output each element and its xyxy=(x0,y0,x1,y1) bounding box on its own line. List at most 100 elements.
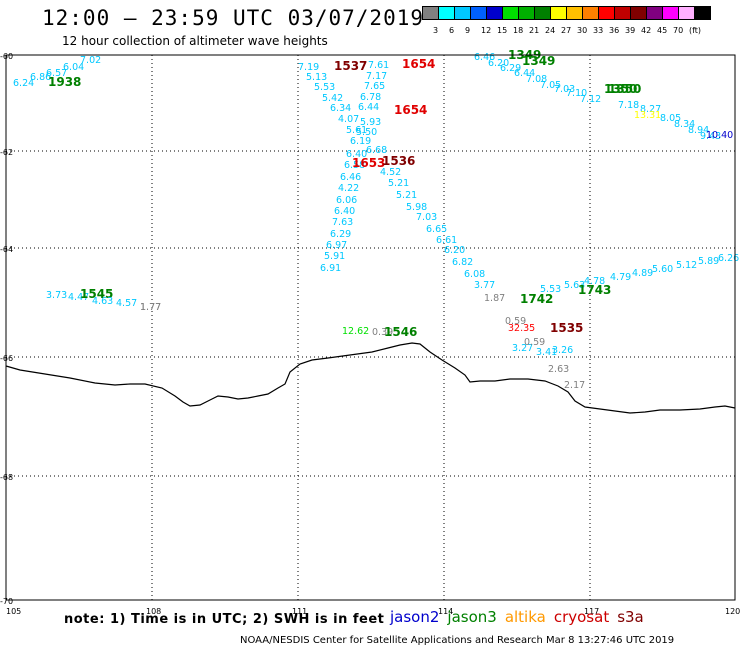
longitude-label: 117 xyxy=(584,607,599,616)
wave-height-value: 7.03 xyxy=(416,212,437,223)
satellite-jason3: jason3 xyxy=(447,608,497,626)
wave-height-value: 6.65 xyxy=(426,224,447,235)
wave-height-value: 3.77 xyxy=(474,280,495,291)
wave-height-value: 6.06 xyxy=(336,195,357,206)
satellite-altika: altika xyxy=(504,608,546,626)
wave-height-value: 7.61 xyxy=(368,60,389,71)
legend-label: 3 xyxy=(433,26,439,35)
time-stamp-label: 1938 xyxy=(48,75,81,89)
legend-swatches xyxy=(422,5,711,24)
wave-height-value: 9.43 xyxy=(700,131,721,142)
antarctic-coastline xyxy=(5,342,736,414)
wave-height-value: 7.05 xyxy=(540,80,561,91)
wave-height-value: 7.19 xyxy=(298,62,319,73)
latitude-label: -60 xyxy=(0,52,13,61)
wave-height-value: 5.53 xyxy=(540,284,561,295)
wave-height-value: 6.20 xyxy=(444,245,465,256)
footnote-note: note: 1) Time is in UTC; 2) SWH is in fe… xyxy=(64,612,385,627)
wave-height-value: 6.46 xyxy=(340,172,361,183)
wave-height-value: 4.52 xyxy=(380,167,401,178)
wave-height-value: 6.46 xyxy=(474,52,495,63)
wave-height-value: 6.20 xyxy=(488,58,509,69)
legend-swatch-17 xyxy=(694,6,711,20)
legend-label: (ft) xyxy=(689,26,702,35)
wave-height-value: 4.07 xyxy=(338,114,359,125)
wave-height-value: 6.44 xyxy=(514,68,535,79)
wave-height-value: 5.12 xyxy=(676,260,697,271)
wave-height-value: 6.44 xyxy=(358,102,379,113)
wave-height-value: 6.29 xyxy=(500,63,521,74)
wave-height-value: 6.97 xyxy=(326,240,347,251)
latitude-label: -64 xyxy=(0,245,13,254)
wave-height-value: 6.61 xyxy=(436,235,457,246)
wave-height-value: 6.24 xyxy=(13,78,34,89)
wave-height-value: 8.34 xyxy=(674,119,695,130)
wave-height-value: 4.79 xyxy=(610,272,631,283)
wave-height-value: 5.42 xyxy=(322,93,343,104)
wave-height-value: 2.17 xyxy=(564,380,585,391)
wave-height-value: 6.58 xyxy=(344,160,365,171)
longitude-label: 108 xyxy=(146,607,161,616)
satellite-cryosat: cryosat xyxy=(553,608,610,626)
wave-height-value: 6.57 xyxy=(46,68,67,79)
time-stamp-label: 1654 xyxy=(402,57,435,71)
latitude-label: -66 xyxy=(0,354,13,363)
wave-height-value: 7.18 xyxy=(618,100,639,111)
legend-label: 33 xyxy=(593,26,604,35)
wave-height-value: 6.91 xyxy=(320,263,341,274)
wave-height-value: 5.98 xyxy=(406,202,427,213)
lat-lon-grid: 105 108 111 114 117 120 -60 -62 -64 -66 -68 -70 xyxy=(0,52,740,616)
wave-height-value: 3.41 xyxy=(536,347,557,358)
legend-label: 42 xyxy=(641,26,652,35)
wave-height-value: 4.63 xyxy=(92,296,113,307)
wave-height-value: 6.82 xyxy=(452,257,473,268)
legend-label: 18 xyxy=(513,26,524,35)
time-stamp-label: 1350 xyxy=(604,82,637,96)
wave-height-value: 6.29 xyxy=(330,229,351,240)
legend-label: 21 xyxy=(529,26,540,35)
wave-height-value: 7.02 xyxy=(80,55,101,66)
latitude-label: -62 xyxy=(0,148,13,157)
legend-label: 9 xyxy=(465,26,471,35)
wave-height-value: 2.63 xyxy=(548,364,569,375)
wave-height-value: 5.60 xyxy=(652,264,673,275)
wave-height-value: 4.47 xyxy=(68,292,89,303)
longitude-label: 111 xyxy=(292,607,307,616)
wave-height-value: 0.59 xyxy=(505,316,526,327)
wave-height-value: 7.63 xyxy=(332,217,353,228)
satellite-s3a: s3a xyxy=(617,608,644,626)
observation-labels: 7.026.046.576.866.24 19387.195.135.535.42… xyxy=(13,48,739,391)
map-frame xyxy=(5,54,736,601)
wave-height-value: 4.22 xyxy=(338,183,359,194)
wave-height-value: 5.91 xyxy=(324,251,345,262)
longitude-label: 105 xyxy=(6,607,21,616)
time-stamp-label: 1743 xyxy=(578,283,611,297)
wave-height-value: 32.35 xyxy=(508,323,535,334)
satellite-jason2: jason2 xyxy=(390,608,440,626)
time-stamp-label: 1350 xyxy=(608,82,641,96)
wave-height-value: 13.31 xyxy=(634,110,661,121)
time-stamp-label: 1349 xyxy=(522,54,555,68)
wave-height-value: 6.40 xyxy=(334,206,355,217)
wave-height-value: 4.89 xyxy=(632,268,653,279)
legend-label: 36 xyxy=(609,26,620,35)
wave-height-value: 0.59 xyxy=(524,337,545,348)
legend-label: 45 xyxy=(657,26,668,35)
wave-height-value: 1.77 xyxy=(140,302,161,313)
legend-label: 27 xyxy=(561,26,572,35)
wave-height-value: 6.26 xyxy=(718,253,739,264)
map-subtitle: 12 hour collection of altimeter wave hei… xyxy=(62,34,328,48)
wave-height-value: 5.13 xyxy=(306,72,327,83)
color-legend: 3 6 9 12 15 18 21 24 27 30 33 36 39 42 45 70 (ft) xyxy=(422,5,711,36)
wave-height-value: 6.08 xyxy=(464,269,485,280)
wave-height-value: 7.65 xyxy=(364,81,385,92)
legend-label: 6 xyxy=(449,26,455,35)
map-title: 12:00 – 23:59 UTC 03/07/2019 xyxy=(42,6,425,30)
credit-line: NOAA/NESDIS Center for Satellite Applica… xyxy=(240,635,675,646)
wave-height-value: 6.19 xyxy=(350,136,371,147)
wave-height-value: 1.87 xyxy=(484,293,505,304)
time-stamp-label: 1545 xyxy=(80,287,113,301)
legend-label: 70 xyxy=(673,26,684,35)
wave-height-value: 1.77 xyxy=(140,302,161,313)
